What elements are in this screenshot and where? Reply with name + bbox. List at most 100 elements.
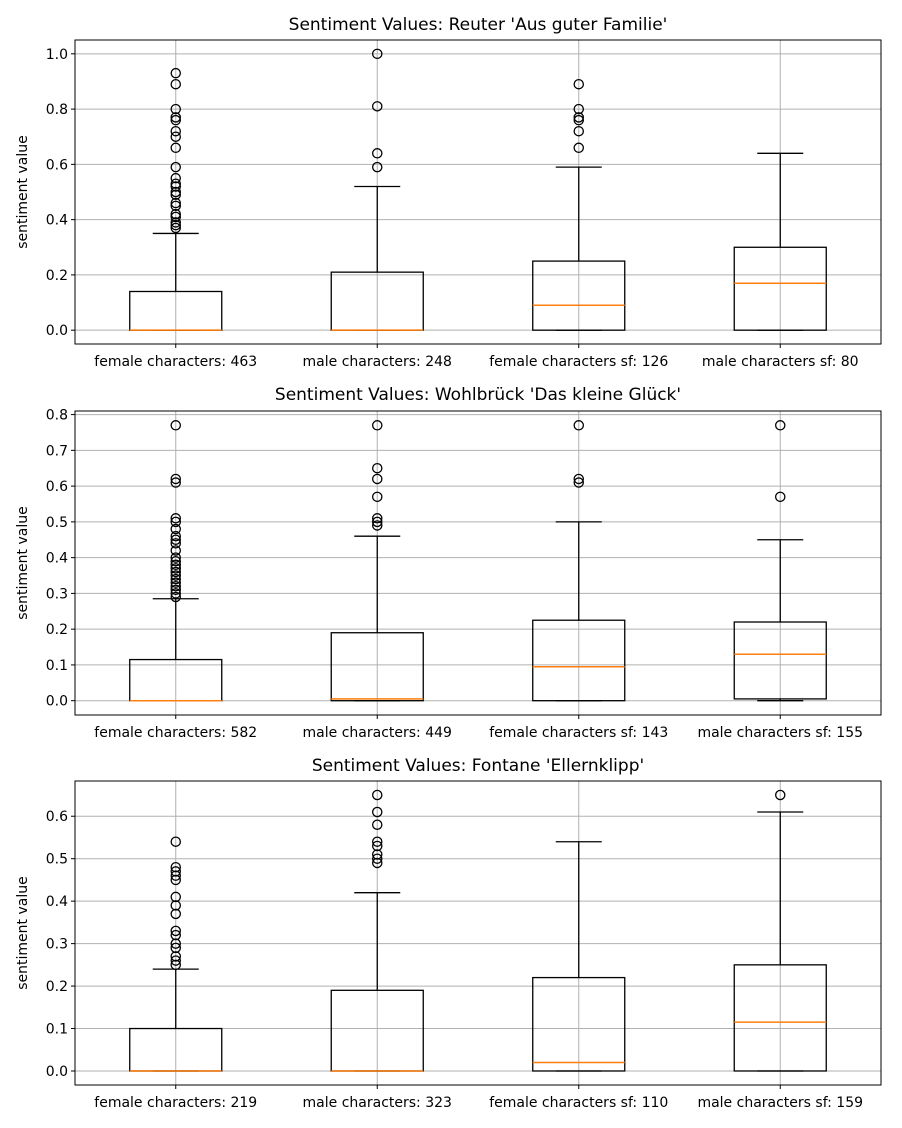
category-label: female characters sf: 143 [489, 725, 668, 741]
outlier-point [170, 874, 181, 886]
outlier-point [170, 523, 181, 535]
outlier-point [371, 513, 383, 524]
chart-panel-3: 0.0 0.1 0.2 0.3 0.4 0.5 0.6 female characters: … [15, 756, 882, 1111]
outlier-point [573, 125, 585, 137]
outlier-point [371, 420, 383, 431]
outlier-point [170, 959, 181, 971]
outlier-point [170, 534, 181, 546]
outlier-point [170, 836, 181, 847]
category-label: male characters sf: 159 [697, 1095, 863, 1111]
outlier-point [170, 891, 181, 903]
y-tick-label: 0.0 [46, 323, 68, 339]
box-rect [532, 976, 626, 1072]
outlier-point [371, 806, 383, 818]
outlier-point [371, 48, 383, 60]
outlier-point [170, 861, 181, 873]
y-tick-label: 0.0 [46, 694, 68, 710]
outlier-point [371, 819, 383, 830]
outlier-point [371, 836, 383, 847]
y-tick-label: 0.2 [46, 979, 68, 995]
outlier-point [170, 925, 181, 937]
outlier-point [170, 908, 181, 920]
outlier-point [170, 208, 181, 220]
outlier-point [170, 477, 181, 488]
y-tick-label: 0.3 [46, 586, 68, 602]
box-rect [733, 964, 827, 1072]
box-rect [733, 246, 827, 331]
outlier-point [573, 78, 585, 90]
outlier-point [573, 114, 585, 126]
outlier-point [371, 520, 383, 531]
outlier-point [371, 857, 383, 869]
outlier-point [573, 477, 585, 488]
outlier-point [371, 462, 383, 474]
outlier-point [170, 584, 181, 596]
category-label: female characters: 582 [94, 725, 257, 741]
outlier-point [170, 186, 181, 198]
outlier-point [170, 181, 181, 192]
box-3 [532, 78, 626, 331]
box-3 [532, 420, 626, 702]
box-2 [330, 420, 424, 702]
chart-title: Sentiment Values: Reuter 'Aus guter Fami… [289, 15, 668, 35]
outlier-point [170, 566, 181, 578]
axes-frame [74, 780, 882, 1086]
box-1 [129, 420, 223, 702]
outlier-point [170, 545, 181, 556]
outlier-point [170, 570, 181, 581]
y-tick-label: 0.6 [46, 157, 68, 173]
outlier-point [170, 200, 181, 212]
outlier-point [170, 103, 181, 115]
outlier-point [371, 101, 383, 112]
box-3 [532, 841, 626, 1072]
outlier-point [170, 580, 181, 592]
box-1 [129, 836, 223, 1072]
outlier-point [170, 217, 181, 228]
outlier-point [170, 591, 181, 603]
outlier-point [170, 577, 181, 588]
box-rect [330, 632, 424, 702]
axes-frame [74, 410, 882, 716]
outlier-point [170, 125, 181, 137]
y-tick-label: 0.1 [46, 1022, 68, 1038]
y-tick-label: 0.6 [46, 809, 68, 825]
box-rect [532, 619, 626, 702]
outlier-point [170, 870, 181, 881]
axes-frame [74, 39, 882, 345]
outlier-point [371, 840, 383, 852]
chart-panel-1: 0.0 0.2 0.4 0.6 0.8 1.0 female characters: 463… [15, 15, 882, 370]
y-axis-label: sentiment value [15, 135, 31, 248]
box-4 [733, 789, 827, 1072]
outlier-point [170, 131, 181, 142]
box-rect [532, 260, 626, 331]
y-tick-label: 0.4 [46, 213, 68, 229]
outlier-point [170, 942, 181, 954]
outlier-point [170, 955, 181, 966]
chart-panel-2: 0.0 0.1 0.2 0.3 0.4 0.5 0.6 0.7 0.8 female charac… [15, 385, 882, 741]
category-label: male characters: 323 [303, 1095, 452, 1111]
chart-title: Sentiment Values: Wohlbrück 'Das kleine … [275, 385, 681, 405]
y-tick-label: 0.4 [46, 894, 68, 910]
outlier-point [775, 491, 786, 503]
y-tick-label: 0.5 [46, 852, 68, 868]
box-2 [330, 48, 424, 331]
outlier-point [170, 516, 181, 528]
outlier-point [170, 538, 181, 549]
y-tick-label: 0.0 [46, 1064, 68, 1080]
outlier-point [170, 552, 181, 563]
y-tick-label: 0.8 [46, 408, 68, 424]
outlier-point [371, 789, 383, 801]
outlier-point [371, 473, 383, 485]
box-1 [129, 67, 223, 331]
outlier-point [775, 420, 786, 431]
outlier-point [371, 849, 383, 860]
outlier-point [170, 420, 181, 431]
outlier-point [170, 67, 181, 79]
outlier-point [573, 112, 585, 123]
category-label: female characters sf: 110 [489, 1095, 668, 1111]
outlier-point [170, 555, 181, 567]
box-4 [733, 420, 827, 702]
outlier-point [573, 142, 585, 154]
category-label: female characters: 463 [94, 354, 257, 370]
